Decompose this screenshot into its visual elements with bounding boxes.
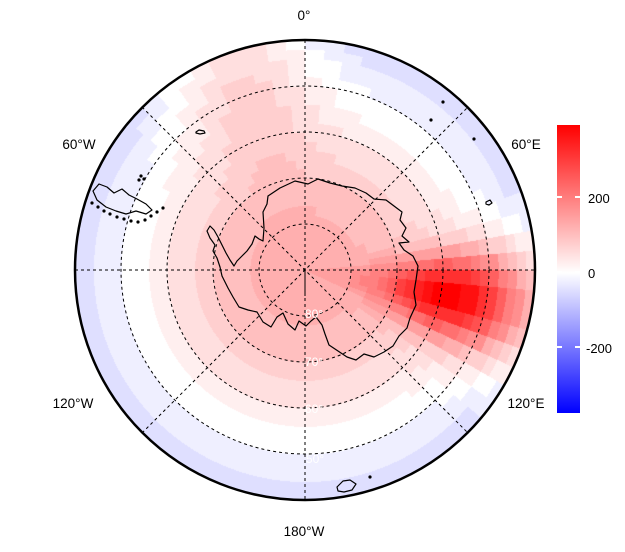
meridian-label-120e: 120°E xyxy=(508,396,545,411)
colorbar xyxy=(557,125,580,413)
island-dot xyxy=(129,219,133,223)
meridian-label-60w: 60°W xyxy=(62,137,95,152)
graticule xyxy=(75,40,535,500)
meridian-label-0: 0° xyxy=(298,8,311,23)
coastline-tierra-del-fuego xyxy=(92,183,153,215)
island-dot xyxy=(108,212,112,216)
coastline-antarctica xyxy=(206,178,419,361)
meridian-label-60e: 60°E xyxy=(511,137,540,152)
coastline-new-zealand-south xyxy=(336,479,357,493)
colorbar-notch xyxy=(575,271,580,273)
colorbar-notch xyxy=(575,346,580,348)
colorbar-tick-label-0: 0 xyxy=(588,266,595,281)
coastline-small-island xyxy=(485,199,493,206)
map-border-circle xyxy=(73,38,537,502)
island-dot xyxy=(429,118,433,122)
meridian-label-180w: 180°W xyxy=(284,524,325,539)
island-dot xyxy=(161,206,165,210)
island-dot xyxy=(368,475,372,479)
island-dot xyxy=(122,217,126,221)
island-dot xyxy=(139,174,143,178)
colorbar-notch xyxy=(557,196,562,198)
latitude-label-70s: 70° xyxy=(305,355,323,369)
island-dot xyxy=(472,137,476,141)
island-dot xyxy=(155,210,159,214)
colorbar-notch xyxy=(575,196,580,198)
island-dot xyxy=(441,100,445,104)
island-dot xyxy=(96,205,100,209)
colorbar-tick-label-200: 200 xyxy=(588,191,610,206)
island-dot xyxy=(142,177,146,181)
latitude-label-80s: 80° xyxy=(305,307,323,321)
meridian-line-135e-45w xyxy=(141,106,469,434)
island-dot xyxy=(136,220,140,224)
island-dot xyxy=(143,218,147,222)
latitude-label-50s: 50° xyxy=(306,452,324,466)
colorbar-tick-label-neg200: -200 xyxy=(586,341,612,356)
colorbar-tick-notches xyxy=(557,196,580,348)
colorbar-notch xyxy=(557,271,562,273)
island-dot xyxy=(90,201,94,205)
island-dot xyxy=(115,215,119,219)
island-dot xyxy=(137,178,141,182)
coastlines xyxy=(90,100,493,493)
latitude-label-60s: 60° xyxy=(305,402,323,416)
coastline-small-island xyxy=(195,129,206,135)
island-dot xyxy=(149,214,153,218)
meridian-label-120w: 120°W xyxy=(53,396,94,411)
colorbar-notch xyxy=(557,346,562,348)
island-dot xyxy=(102,209,106,213)
